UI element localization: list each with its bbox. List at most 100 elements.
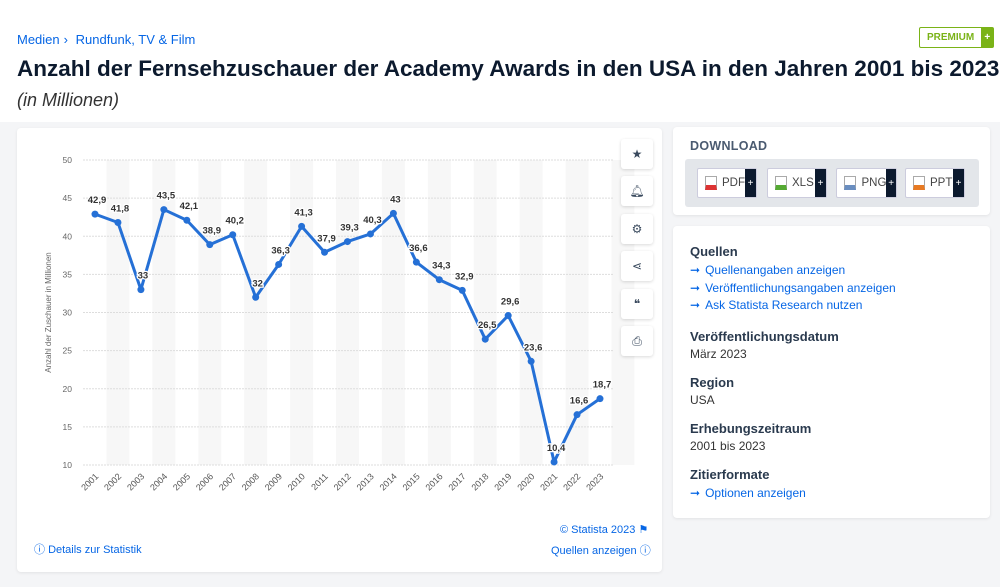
download-ppt-button[interactable]: PPT + (905, 168, 965, 198)
download-xls-button[interactable]: XLS + (767, 168, 827, 198)
link-text: Ask Statista Research nutzen (705, 298, 863, 312)
y-tick-label: 20 (63, 384, 73, 394)
data-point (160, 206, 168, 214)
breadcrumb: Medien › Rundfunk, TV & Film (17, 32, 199, 47)
data-point (275, 260, 283, 268)
print-button[interactable]: ⎙ (621, 326, 653, 356)
png-icon (844, 176, 857, 190)
plus-icon: + (745, 169, 756, 197)
png-label: PNG (861, 177, 887, 189)
data-label: 38,9 (203, 226, 222, 237)
y-tick-label: 45 (63, 193, 73, 203)
printer-icon: ⎙ (632, 333, 642, 348)
region: USA (690, 392, 715, 407)
pub-date-heading: Veröffentlichungsdatum (690, 328, 839, 344)
source-link-1[interactable]: ➞ Quellenangaben anzeigen (690, 262, 973, 280)
data-point (389, 209, 397, 217)
x-tick-label: 2002 (102, 471, 123, 492)
data-label: 37,9 (317, 233, 336, 244)
data-label: 40,2 (225, 216, 244, 227)
info-card: Quellen ➞ Quellenangaben anzeigen ➞ Veröff… (673, 226, 990, 518)
data-label: 43 (390, 194, 401, 205)
data-label: 29,6 (501, 297, 520, 308)
y-tick-label: 30 (63, 308, 73, 318)
data-label: 10,4 (547, 443, 566, 454)
plus-icon: + (815, 169, 826, 197)
data-point (481, 335, 489, 343)
data-label: 36,3 (271, 245, 290, 256)
link-text: Quellenangaben anzeigen (705, 263, 846, 277)
copyright[interactable]: © Statista 2023 ⚑ (560, 523, 648, 536)
x-tick-label: 2018 (469, 471, 490, 492)
cite-link[interactable]: ➞ Optionen anzeigen (690, 485, 973, 503)
pub-date: März 2023 (690, 346, 747, 361)
header: Medien › Rundfunk, TV & Film PREMIUM + Anz… (0, 0, 1000, 122)
data-label: 32,9 (455, 271, 474, 282)
notification-button[interactable]: 🔔︎ (621, 176, 653, 206)
x-tick-label: 2001 (79, 471, 100, 492)
arrow-icon: ➞ (690, 263, 701, 277)
data-point (458, 286, 466, 294)
x-tick-label: 2010 (286, 471, 307, 492)
breadcrumb-rundfunk[interactable]: Rundfunk, TV & Film (75, 32, 196, 47)
cite-button[interactable]: ❝ (621, 289, 653, 319)
x-tick-label: 2023 (584, 471, 605, 492)
data-point (183, 216, 191, 224)
star-icon: ★ (631, 147, 643, 161)
source-link-2[interactable]: ➞ Veröffentlichungsangaben anzeigen (690, 280, 973, 298)
data-label: 40,3 (363, 215, 382, 226)
x-tick-label: 2004 (148, 471, 169, 492)
line-chart: 10 15 20 25 30 35 40 45 50 Anzahl der Zuschauer i… (44, 155, 635, 493)
x-tick-label: 2020 (515, 471, 536, 492)
y-tick-label: 40 (63, 231, 73, 241)
data-point (504, 312, 512, 320)
data-label: 34,3 (432, 261, 451, 272)
details-link[interactable]: ⓘ Details zur Statistik (34, 541, 142, 557)
region-heading: Region (690, 374, 735, 390)
arrow-icon: ➞ (690, 298, 701, 312)
sources-text: Quellen anzeigen (551, 545, 637, 557)
y-tick-label: 25 (63, 346, 73, 356)
favorite-button[interactable]: ★ (621, 139, 653, 169)
quote-icon: ❝ (633, 297, 641, 311)
info-icon: ⓘ (639, 545, 651, 557)
data-point (412, 258, 420, 266)
data-point (527, 357, 535, 365)
x-tick-label: 2011 (309, 471, 330, 492)
sources-link[interactable]: Quellen anzeigen ⓘ (551, 542, 651, 558)
data-point (114, 219, 122, 227)
premium-badge[interactable]: PREMIUM + (919, 27, 995, 48)
y-tick-label: 35 (63, 269, 73, 279)
download-pdf-button[interactable]: PDF + (697, 168, 757, 198)
x-tick-label: 2007 (217, 471, 238, 492)
download-title: DOWNLOAD (690, 139, 768, 153)
source-link-3[interactable]: ➞ Ask Statista Research nutzen (690, 297, 973, 315)
data-point (573, 411, 581, 419)
data-point (366, 230, 374, 238)
xls-icon (775, 176, 787, 190)
page-subtitle: (in Millionen) (17, 90, 120, 110)
plus-icon: + (886, 169, 896, 197)
download-png-button[interactable]: PNG + (836, 168, 897, 198)
data-label: 32 (252, 278, 263, 289)
data-point (252, 293, 260, 301)
breadcrumb-medien[interactable]: Medien (17, 32, 60, 47)
y-tick-label: 50 (63, 155, 73, 165)
share-button[interactable]: ⋖ (621, 251, 653, 281)
pdf-label: PDF (722, 177, 745, 189)
x-tick-label: 2017 (446, 471, 467, 492)
x-tick-label: 2005 (171, 471, 192, 492)
y-tick-label: 10 (63, 460, 73, 470)
y-axis-label: Anzahl der Zuschauer in Millionen (44, 252, 53, 373)
settings-button[interactable]: ⚙ (621, 214, 653, 244)
x-tick-label: 2008 (240, 471, 261, 492)
x-tick-label: 2019 (492, 471, 513, 492)
info-icon: ⓘ (34, 544, 45, 556)
premium-plus: + (981, 28, 994, 47)
data-label: 43,5 (157, 191, 176, 202)
download-buttons: PDF + XLS + PNG + PPT + (685, 159, 979, 207)
data-label: 18,7 (593, 380, 612, 391)
cite-heading: Zitierformate (690, 466, 770, 482)
x-tick-label: 2003 (125, 471, 146, 492)
x-tick-label: 2016 (423, 471, 444, 492)
